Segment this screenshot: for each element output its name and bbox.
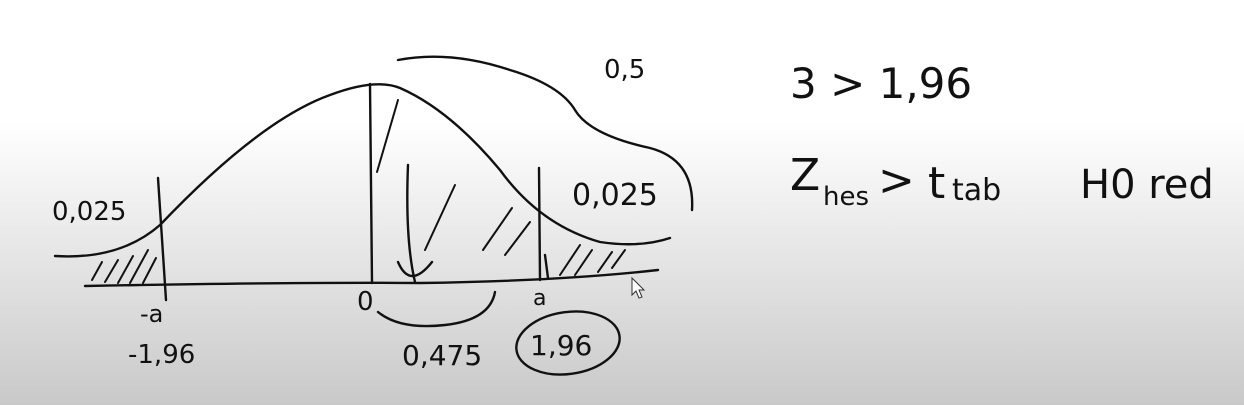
right-bound: a bbox=[533, 286, 546, 311]
left-critical-value: -1,96 bbox=[128, 340, 195, 370]
left-critical-line bbox=[156, 176, 168, 302]
right-critical-value: 1,96 bbox=[530, 329, 592, 362]
critical: t bbox=[928, 158, 945, 209]
half-area: 0,5 bbox=[604, 55, 645, 85]
result: H0 red bbox=[1080, 162, 1214, 208]
half-brace bbox=[396, 55, 694, 212]
arrow bbox=[396, 163, 434, 284]
highlight-circle bbox=[515, 310, 621, 376]
mean-line bbox=[368, 82, 374, 285]
statistic: Z bbox=[790, 150, 820, 201]
area-brace bbox=[376, 290, 497, 328]
decision: Z hes > t tab H0 red bbox=[790, 150, 1214, 212]
x-axis bbox=[83, 268, 660, 288]
critical-subscript: tab bbox=[952, 173, 1001, 208]
center-area: 0,475 bbox=[402, 339, 482, 372]
statistic-subscript: hes bbox=[823, 182, 869, 212]
right-tail-area: 0,025 bbox=[572, 178, 658, 213]
hatch bbox=[376, 99, 626, 276]
right-critical-line bbox=[537, 166, 550, 282]
left-bound: -a bbox=[140, 300, 163, 328]
comparison: 3 > 1,96 bbox=[790, 59, 972, 108]
left-tail-area: 0,025 bbox=[52, 197, 126, 227]
operator: > bbox=[878, 155, 915, 206]
left-tail-hatch bbox=[91, 249, 157, 284]
mean-label: 0 bbox=[357, 287, 374, 317]
cursor bbox=[631, 276, 646, 299]
